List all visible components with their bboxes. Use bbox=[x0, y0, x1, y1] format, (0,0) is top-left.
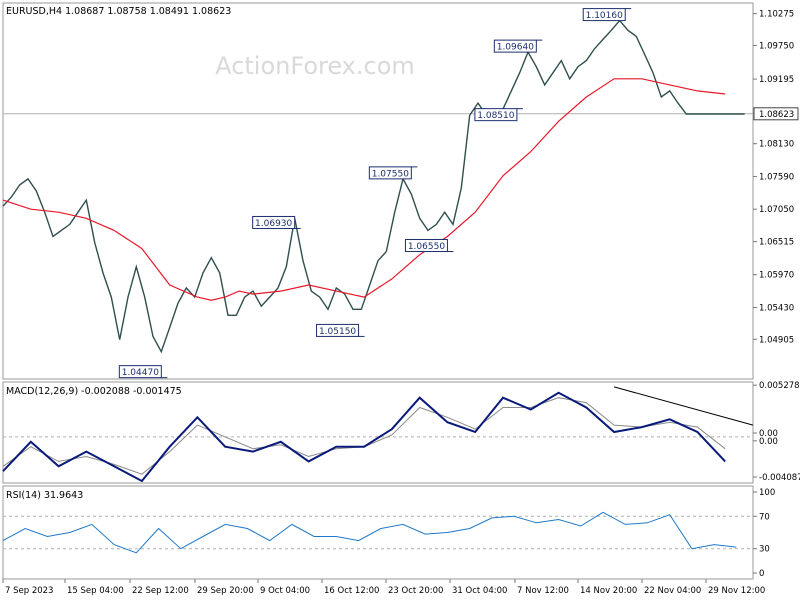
price-level-label: 1.09640 bbox=[493, 39, 543, 53]
x-axis-tick: 22 Sep 12:00 bbox=[132, 586, 189, 596]
x-axis-tick: 9 Oct 04:00 bbox=[260, 586, 310, 596]
macd-axis-tick: 0.00 bbox=[759, 429, 778, 439]
price-level-label: 1.07550 bbox=[368, 166, 418, 180]
price-axis-tick: 1.08130 bbox=[759, 140, 794, 150]
rsi-panel-title: RSI(14) 31.9643 bbox=[6, 490, 83, 501]
macd-line bbox=[2, 391, 726, 483]
x-axis-tick: 7 Sep 2023 bbox=[5, 586, 53, 596]
price-level-text: 1.10160 bbox=[586, 11, 623, 21]
price-level-label: 1.05150 bbox=[316, 323, 365, 337]
price-level-text: 1.06930 bbox=[255, 219, 292, 229]
x-axis-tick: 22 Nov 04:00 bbox=[644, 586, 701, 596]
price-axis-tick: 1.08623 bbox=[759, 110, 794, 120]
rsi-lines bbox=[2, 511, 753, 554]
price-axis-tick: 1.10275 bbox=[759, 10, 794, 20]
rsi-axis: 100 70 30 0 bbox=[753, 488, 775, 579]
rsi-axis-tick: 0 bbox=[759, 569, 764, 579]
price-axis-tick: 1.07050 bbox=[759, 205, 794, 215]
macd-axis-tick: 0.00 bbox=[759, 437, 778, 447]
rsi-axis-tick: 100 bbox=[759, 488, 775, 498]
price-level-label: 1.08510 bbox=[474, 108, 523, 122]
x-axis-tick: 14 Nov 20:00 bbox=[580, 586, 637, 596]
price-axis-tick: 1.04905 bbox=[759, 335, 794, 345]
rsi-line bbox=[2, 511, 737, 554]
price-panel-title: EURUSD,H4 1.08687 1.08758 1.08491 1.0862… bbox=[6, 6, 231, 17]
x-axis-tick: 15 Sep 04:00 bbox=[67, 586, 124, 596]
price-level-label: 1.06550 bbox=[404, 239, 454, 253]
price-axis-tick: 1.09750 bbox=[759, 41, 794, 51]
macd-axis: 0.005278 0.000.00 -0.004087 bbox=[753, 381, 800, 483]
price-lines bbox=[2, 19, 745, 354]
x-axis-tick: 31 Oct 04:00 bbox=[452, 586, 507, 596]
x-axis-tick: 29 Nov 12:00 bbox=[708, 586, 765, 596]
price-axis-tick: 1.07590 bbox=[759, 172, 794, 182]
price-panel bbox=[2, 2, 754, 380]
moving-average-line bbox=[2, 78, 726, 301]
macd-axis-tick: -0.004087 bbox=[759, 473, 800, 483]
macd-panel-title: MACD(12,26,9) -0.002088 -0.001475 bbox=[6, 386, 182, 397]
last-price-marker bbox=[753, 107, 799, 121]
rsi-axis-tick: 70 bbox=[759, 512, 770, 522]
x-axis-tick: 29 Sep 20:00 bbox=[197, 586, 254, 596]
price-level-label: 1.06930 bbox=[252, 215, 301, 229]
price-series-line bbox=[2, 19, 745, 354]
price-annotations: 1.04470 1.06930 1.05150 1.07550 1.06550 1.085… bbox=[118, 8, 632, 379]
macd-lines bbox=[2, 386, 754, 483]
price-level-text: 1.04470 bbox=[122, 368, 159, 378]
price-axis-tick: 1.05970 bbox=[759, 271, 794, 281]
price-axis: 1.10275 1.09750 1.09195 1.08623 1.08130 1.075… bbox=[753, 10, 799, 345]
x-axis-tick: 16 Oct 12:00 bbox=[324, 586, 379, 596]
rsi-axis-tick: 30 bbox=[759, 545, 770, 555]
price-level-text: 1.08510 bbox=[477, 111, 514, 121]
price-axis-tick: 1.09195 bbox=[759, 75, 794, 85]
macd-trendline bbox=[613, 386, 754, 426]
price-level-text: 1.07550 bbox=[372, 169, 409, 179]
price-axis-tick: 1.05430 bbox=[759, 303, 794, 313]
x-axis-tick: 7 Nov 12:00 bbox=[517, 586, 569, 596]
price-level-text: 1.06550 bbox=[408, 242, 445, 252]
x-axis: 7 Sep 2023 15 Sep 04:00 22 Sep 12:00 29 Sep… bbox=[2, 579, 765, 596]
rsi-panel bbox=[2, 485, 754, 580]
watermark: ActionForex.com bbox=[215, 52, 415, 80]
price-level-label: 1.10160 bbox=[582, 8, 632, 22]
price-axis-tick: 1.06515 bbox=[759, 238, 794, 248]
x-axis-tick: 23 Oct 20:00 bbox=[388, 586, 443, 596]
price-level-text: 1.09640 bbox=[497, 43, 534, 53]
macd-axis-tick: 0.005278 bbox=[759, 381, 800, 391]
macd-panel bbox=[2, 381, 754, 484]
price-level-label: 1.04470 bbox=[118, 365, 168, 379]
price-level-text: 1.05150 bbox=[319, 327, 356, 337]
